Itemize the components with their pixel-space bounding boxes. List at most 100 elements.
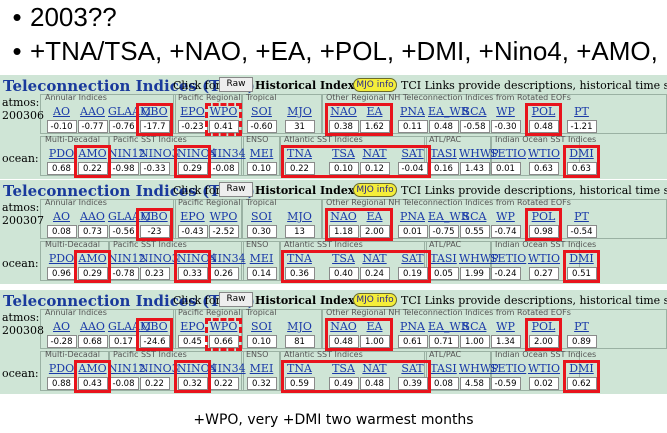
index-link-qbo[interactable]: QBO (141, 105, 168, 118)
index-link-amo[interactable]: AMO (78, 147, 107, 160)
index-link-ea-wr[interactable]: EA_WR (428, 320, 470, 333)
index-link-wpo[interactable]: WPO (209, 210, 238, 223)
index-link-nat[interactable]: NAT (362, 147, 387, 160)
index-link-pdo[interactable]: PDO (48, 362, 75, 375)
index-link-nin34[interactable]: NIN34 (208, 147, 246, 160)
index-link-pna[interactable]: PNA (400, 210, 425, 223)
index-link-pna[interactable]: PNA (400, 105, 425, 118)
index-link-pol[interactable]: POL (531, 105, 556, 118)
index-link-nao[interactable]: NAO (330, 105, 357, 118)
index-link-aao[interactable]: AAO (80, 105, 105, 118)
index-link-ea[interactable]: EA (366, 210, 383, 223)
index-link-soi[interactable]: SOI (251, 210, 272, 223)
index-link-dmi[interactable]: DMI (569, 147, 594, 160)
index-link-nao[interactable]: NAO (330, 320, 357, 333)
index-link-nao[interactable]: NAO (330, 210, 357, 223)
index-link-qbo[interactable]: QBO (141, 210, 168, 223)
index-link-mjo[interactable]: MJO (287, 320, 312, 333)
index-link-mjo[interactable]: MJO (287, 210, 312, 223)
index-link-sat[interactable]: SAT (401, 147, 424, 160)
index-link-tsa[interactable]: TSA (332, 252, 355, 265)
index-link-nat[interactable]: NAT (362, 252, 387, 265)
index-link-nin12[interactable]: NIN12 (108, 362, 146, 375)
index-link-tasi[interactable]: TASI (430, 252, 457, 265)
index-link-ea[interactable]: EA (366, 320, 383, 333)
index-link-wp[interactable]: WP (496, 210, 515, 223)
index-link-epo[interactable]: EPO (180, 105, 205, 118)
index-link-pdo[interactable]: PDO (48, 147, 75, 160)
index-link-nino3[interactable]: NINO3 (139, 147, 179, 160)
index-link-sca[interactable]: SCA (462, 210, 487, 223)
index-link-amo[interactable]: AMO (78, 252, 107, 265)
index-link-wpo[interactable]: WPO (209, 320, 238, 333)
index-link-aao[interactable]: AAO (80, 210, 105, 223)
index-link-wp[interactable]: WP (496, 320, 515, 333)
index-link-ea[interactable]: EA (366, 105, 383, 118)
index-link-nin12[interactable]: NIN12 (108, 147, 146, 160)
index-link-mjo[interactable]: MJO (287, 105, 312, 118)
index-link-setio[interactable]: SETIO (490, 362, 527, 375)
index-link-whwp[interactable]: WHWP (459, 362, 499, 375)
index-link-ao[interactable]: AO (53, 320, 70, 333)
index-link-tsa[interactable]: TSA (332, 362, 355, 375)
index-link-tasi[interactable]: TASI (430, 362, 457, 375)
index-link-nino4[interactable]: NINO4 (177, 252, 217, 265)
index-link-nat[interactable]: NAT (362, 362, 387, 375)
index-link-dmi[interactable]: DMI (569, 362, 594, 375)
index-link-mei[interactable]: MEI (249, 147, 274, 160)
index-link-soi[interactable]: SOI (251, 105, 272, 118)
index-link-nin34[interactable]: NIN34 (208, 362, 246, 375)
index-link-setio[interactable]: SETIO (490, 147, 527, 160)
index-link-ao[interactable]: AO (53, 210, 70, 223)
mjo-info-button[interactable]: MJO info (353, 78, 397, 92)
index-link-aao[interactable]: AAO (80, 320, 105, 333)
index-link-tsa[interactable]: TSA (332, 147, 355, 160)
index-link-sca[interactable]: SCA (462, 320, 487, 333)
index-link-ea-wr[interactable]: EA_WR (428, 210, 470, 223)
index-link-nino4[interactable]: NINO4 (177, 147, 217, 160)
raw-button[interactable]: Raw (219, 182, 253, 197)
index-link-pna[interactable]: PNA (400, 320, 425, 333)
index-link-qbo[interactable]: QBO (141, 320, 168, 333)
raw-button[interactable]: Raw (219, 77, 253, 92)
index-link-ao[interactable]: AO (53, 105, 70, 118)
index-link-wtio[interactable]: WTIO (528, 252, 561, 265)
index-link-nino4[interactable]: NINO4 (177, 362, 217, 375)
index-link-glaam[interactable]: GLAAM (108, 320, 152, 333)
index-link-dmi[interactable]: DMI (569, 252, 594, 265)
mjo-info-button[interactable]: MJO info (353, 183, 397, 197)
index-link-sat[interactable]: SAT (401, 252, 424, 265)
index-link-pol[interactable]: POL (531, 210, 556, 223)
index-link-wpo[interactable]: WPO (209, 105, 238, 118)
index-link-setio[interactable]: SETIO (490, 252, 527, 265)
index-link-sat[interactable]: SAT (401, 362, 424, 375)
index-link-tasi[interactable]: TASI (430, 147, 457, 160)
index-link-epo[interactable]: EPO (180, 210, 205, 223)
index-link-nin34[interactable]: NIN34 (208, 252, 246, 265)
index-link-pt[interactable]: PT (574, 320, 589, 333)
index-link-ea-wr[interactable]: EA_WR (428, 105, 470, 118)
index-link-pt[interactable]: PT (574, 105, 589, 118)
index-link-wtio[interactable]: WTIO (528, 362, 561, 375)
index-link-wp[interactable]: WP (496, 105, 515, 118)
index-link-pol[interactable]: POL (531, 320, 556, 333)
index-link-glaam[interactable]: GLAAM (108, 210, 152, 223)
index-link-epo[interactable]: EPO (180, 320, 205, 333)
index-link-mei[interactable]: MEI (249, 252, 274, 265)
index-link-amo[interactable]: AMO (78, 362, 107, 375)
index-link-mei[interactable]: MEI (249, 362, 274, 375)
index-link-tna[interactable]: TNA (287, 362, 312, 375)
index-link-tna[interactable]: TNA (287, 147, 312, 160)
index-link-sca[interactable]: SCA (462, 105, 487, 118)
index-link-nino3[interactable]: NINO3 (139, 362, 179, 375)
index-link-pdo[interactable]: PDO (48, 252, 75, 265)
index-link-pt[interactable]: PT (574, 210, 589, 223)
mjo-info-button[interactable]: MJO info (353, 293, 397, 307)
index-link-nin12[interactable]: NIN12 (108, 252, 146, 265)
index-link-wtio[interactable]: WTIO (528, 147, 561, 160)
index-link-nino3[interactable]: NINO3 (139, 252, 179, 265)
index-link-glaam[interactable]: GLAAM (108, 105, 152, 118)
index-link-soi[interactable]: SOI (251, 320, 272, 333)
index-link-whwp[interactable]: WHWP (459, 252, 499, 265)
raw-button[interactable]: Raw (219, 292, 253, 307)
